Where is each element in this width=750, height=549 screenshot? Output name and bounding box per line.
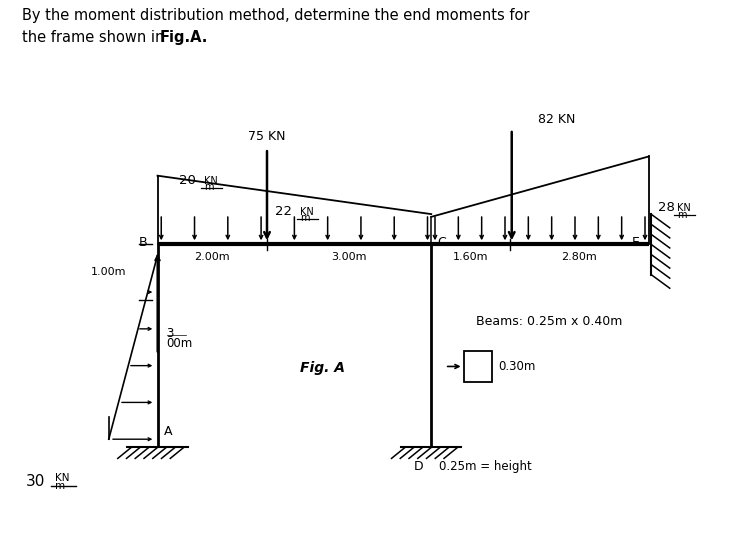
Text: 0.30m: 0.30m <box>498 360 536 373</box>
Text: 75 KN: 75 KN <box>248 130 286 143</box>
Text: 30: 30 <box>26 474 46 489</box>
Text: Fig. A: Fig. A <box>300 361 345 375</box>
Text: C: C <box>437 236 446 249</box>
Text: A: A <box>164 425 172 438</box>
Text: B: B <box>139 236 148 249</box>
Text: 82 KN: 82 KN <box>538 113 575 126</box>
Text: KN: KN <box>204 176 218 186</box>
Text: m: m <box>204 182 214 192</box>
Text: 1.60m: 1.60m <box>453 252 488 262</box>
Text: KN: KN <box>55 473 69 483</box>
Text: 2.00m: 2.00m <box>194 252 230 262</box>
Text: KN: KN <box>677 203 691 213</box>
Text: KN: KN <box>300 207 313 217</box>
Text: Fig.A.: Fig.A. <box>160 30 208 45</box>
Text: By the moment distribution method, determine the end moments for: By the moment distribution method, deter… <box>22 8 530 23</box>
Text: m: m <box>677 210 687 220</box>
Text: 00m: 00m <box>166 337 193 350</box>
Text: 2.80m: 2.80m <box>561 252 597 262</box>
Text: 20: 20 <box>179 173 196 187</box>
Bar <box>464 351 492 382</box>
Text: m: m <box>300 214 310 223</box>
Text: m: m <box>55 481 64 491</box>
Text: 0.25m = height: 0.25m = height <box>439 460 532 473</box>
Text: D: D <box>414 460 424 473</box>
Text: 1.00m: 1.00m <box>91 267 127 277</box>
Text: Beams: 0.25m x 0.40m: Beams: 0.25m x 0.40m <box>476 315 622 328</box>
Text: 3.00m: 3.00m <box>332 252 367 262</box>
Text: 28: 28 <box>658 201 675 214</box>
Text: 3: 3 <box>166 327 174 340</box>
Text: 22: 22 <box>275 205 292 218</box>
Text: the frame shown in: the frame shown in <box>22 30 170 45</box>
Text: E: E <box>632 236 640 249</box>
